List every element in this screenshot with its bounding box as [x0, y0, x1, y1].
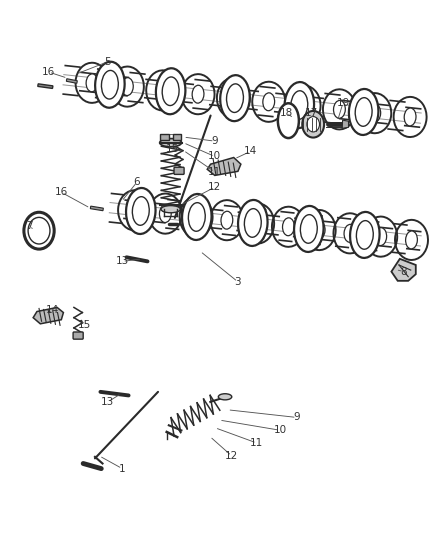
Ellipse shape: [159, 205, 171, 223]
Polygon shape: [342, 120, 349, 128]
Polygon shape: [90, 206, 103, 211]
Polygon shape: [207, 158, 241, 175]
Ellipse shape: [95, 62, 125, 108]
Text: 7: 7: [26, 221, 33, 231]
Text: 5: 5: [104, 57, 111, 67]
Ellipse shape: [182, 194, 212, 240]
Text: 8: 8: [401, 266, 407, 277]
Ellipse shape: [220, 75, 250, 121]
Ellipse shape: [126, 188, 155, 234]
Text: 18: 18: [279, 108, 293, 118]
Text: 1: 1: [119, 464, 126, 474]
Ellipse shape: [86, 74, 98, 92]
Text: 9: 9: [293, 413, 300, 423]
Ellipse shape: [190, 208, 202, 226]
Ellipse shape: [161, 206, 180, 213]
Circle shape: [302, 111, 324, 138]
Ellipse shape: [300, 215, 317, 243]
Ellipse shape: [355, 98, 372, 126]
Ellipse shape: [121, 78, 133, 95]
Text: 6: 6: [134, 177, 140, 187]
Text: 14: 14: [244, 147, 257, 156]
Ellipse shape: [298, 96, 310, 115]
Ellipse shape: [192, 85, 204, 103]
Ellipse shape: [28, 217, 50, 244]
Ellipse shape: [357, 221, 373, 249]
Text: 11: 11: [250, 438, 264, 448]
Ellipse shape: [406, 231, 417, 249]
Ellipse shape: [162, 77, 179, 106]
Text: 15: 15: [166, 144, 180, 154]
Ellipse shape: [160, 139, 182, 147]
Ellipse shape: [344, 224, 356, 243]
Ellipse shape: [226, 84, 244, 112]
FancyBboxPatch shape: [174, 167, 184, 174]
Text: 14: 14: [46, 305, 60, 315]
Ellipse shape: [188, 203, 205, 231]
Ellipse shape: [218, 394, 232, 400]
Ellipse shape: [278, 103, 299, 138]
Text: 13: 13: [101, 397, 114, 407]
Ellipse shape: [132, 197, 149, 225]
Text: 16: 16: [42, 67, 55, 77]
Text: 10: 10: [273, 425, 286, 435]
Ellipse shape: [238, 200, 268, 246]
Polygon shape: [392, 259, 416, 281]
Text: 19: 19: [336, 98, 350, 108]
Polygon shape: [160, 134, 169, 140]
Ellipse shape: [156, 68, 185, 114]
Text: 3: 3: [235, 277, 241, 287]
Text: 9: 9: [212, 136, 218, 146]
Ellipse shape: [129, 201, 141, 219]
FancyBboxPatch shape: [73, 332, 83, 339]
Polygon shape: [38, 84, 53, 88]
Ellipse shape: [283, 218, 294, 236]
Ellipse shape: [350, 212, 380, 258]
Polygon shape: [173, 134, 181, 140]
Ellipse shape: [333, 100, 345, 118]
Text: 13: 13: [116, 256, 129, 266]
Ellipse shape: [102, 70, 118, 99]
Ellipse shape: [252, 214, 264, 232]
Polygon shape: [67, 79, 77, 83]
Text: 11: 11: [208, 167, 222, 177]
Ellipse shape: [244, 208, 261, 237]
Ellipse shape: [157, 82, 169, 99]
Text: 12: 12: [208, 182, 222, 192]
Ellipse shape: [263, 93, 275, 111]
Ellipse shape: [313, 221, 325, 239]
Ellipse shape: [349, 89, 378, 135]
Text: 12: 12: [225, 451, 238, 461]
Ellipse shape: [285, 82, 314, 128]
Ellipse shape: [294, 206, 324, 252]
Ellipse shape: [375, 228, 387, 246]
Ellipse shape: [221, 211, 233, 229]
Ellipse shape: [291, 91, 308, 119]
Circle shape: [307, 117, 319, 132]
Ellipse shape: [369, 104, 381, 122]
Text: 17: 17: [305, 108, 318, 118]
Text: 15: 15: [78, 320, 91, 330]
Polygon shape: [33, 308, 64, 324]
Ellipse shape: [404, 108, 416, 126]
Text: 10: 10: [208, 151, 221, 161]
Text: 16: 16: [55, 187, 68, 197]
Ellipse shape: [227, 89, 239, 107]
